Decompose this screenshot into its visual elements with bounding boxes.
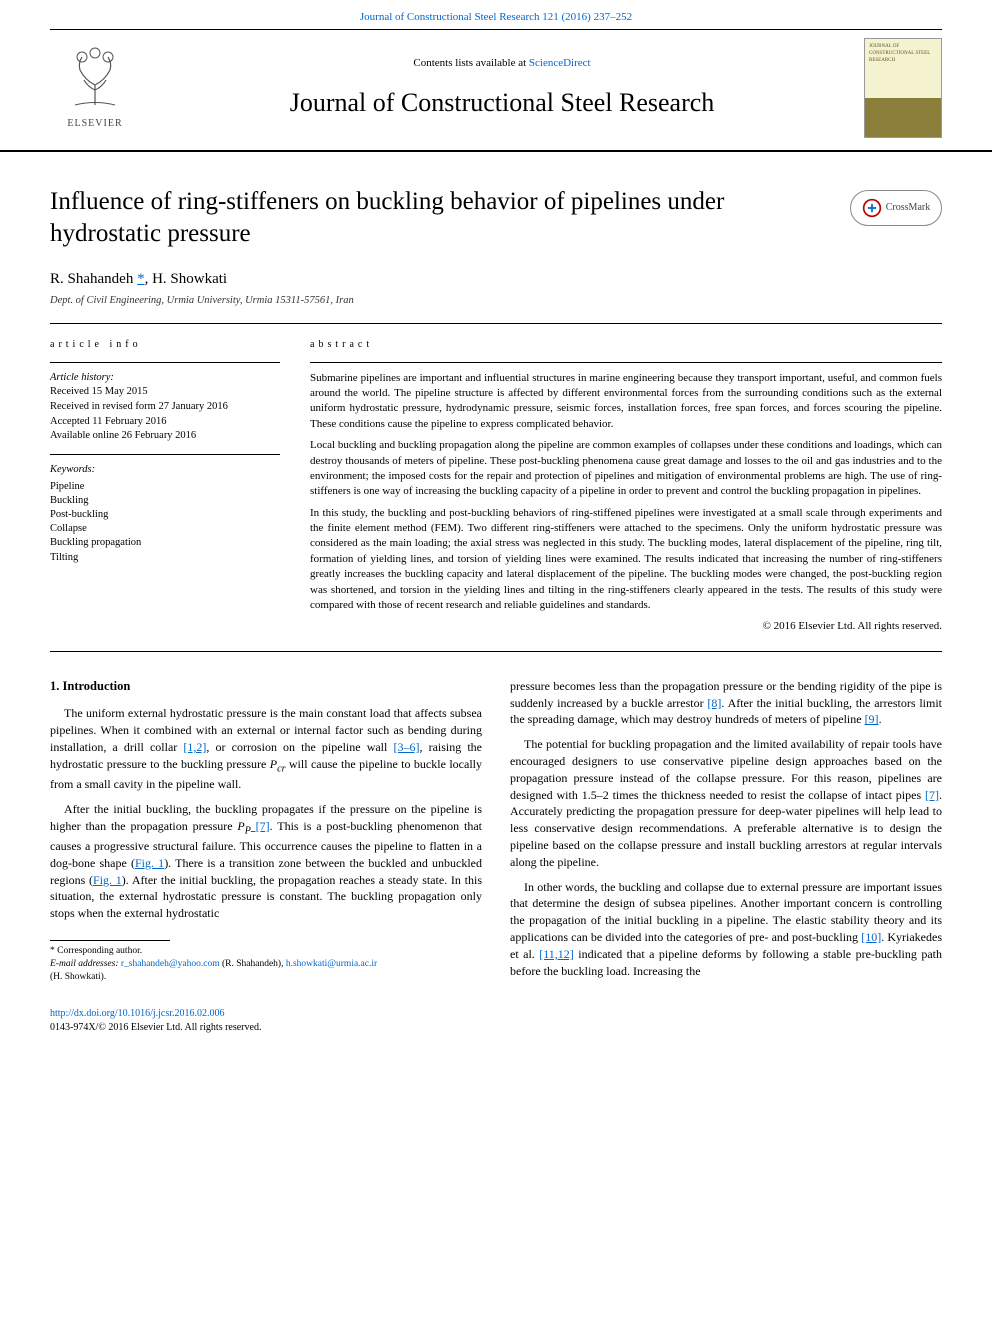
ref-link[interactable]: [1,2] [183, 740, 206, 754]
info-abstract-row: article info Article history: Received 1… [50, 324, 942, 652]
authors: R. Shahandeh *, H. Showkati [0, 259, 992, 294]
abstract-copyright: © 2016 Elsevier Ltd. All rights reserved… [310, 619, 942, 634]
intro-p1-cont: pressure becomes less than the propagati… [510, 678, 942, 728]
intro-p4: In other words, the buckling and collaps… [510, 879, 942, 980]
footnote-rule [50, 940, 170, 941]
var-pp: PP [237, 819, 250, 833]
keyword: Buckling propagation [50, 536, 280, 550]
footnotes: * Corresponding author. E-mail addresses… [50, 945, 482, 983]
crossmark-badge[interactable]: CrossMark [850, 190, 942, 226]
crossmark-label: CrossMark [886, 201, 930, 215]
body-right-column: pressure becomes less than the propagati… [510, 678, 942, 988]
section-heading: 1. Introduction [50, 678, 482, 696]
history-online: Available online 26 February 2016 [50, 429, 280, 444]
sciencedirect-link[interactable]: ScienceDirect [529, 57, 591, 69]
doi-block: http://dx.doi.org/10.1016/j.jcsr.2016.02… [50, 1007, 942, 1035]
masthead: ELSEVIER Contents lists available at Sci… [0, 30, 992, 152]
affiliation: Dept. of Civil Engineering, Urmia Univer… [0, 294, 992, 309]
abstract-column: abstract Submarine pipelines are importa… [310, 338, 942, 641]
abstract-p2: Local buckling and buckling propagation … [310, 438, 942, 500]
journal-name: Journal of Constructional Steel Research [140, 85, 864, 121]
body-columns: 1. Introduction The uniform external hyd… [50, 652, 942, 988]
ref-link[interactable]: [11,12] [539, 947, 574, 961]
keyword: Pipeline [50, 480, 280, 494]
history-label: Article history: [50, 371, 280, 386]
keyword: Post-buckling [50, 508, 280, 522]
author-list: R. Shahandeh *, H. Showkati [50, 271, 227, 287]
body-left-column: 1. Introduction The uniform external hyd… [50, 678, 482, 988]
keywords-label: Keywords: [50, 463, 280, 478]
article-info-column: article info Article history: Received 1… [50, 338, 280, 641]
email-link[interactable]: h.showkati@urmia.ac.ir [286, 959, 377, 969]
keyword: Buckling [50, 494, 280, 508]
article-header: Influence of ring-stiffeners on buckling… [0, 152, 992, 259]
intro-p3: The potential for buckling propagation a… [510, 736, 942, 870]
ref-link[interactable]: [9] [865, 712, 879, 726]
keywords-block: Keywords: Pipeline Buckling Post-bucklin… [50, 454, 280, 565]
cover-title: JOURNAL OF CONSTRUCTIONAL STEEL RESEARCH [869, 43, 937, 95]
history-accepted: Accepted 11 February 2016 [50, 415, 280, 430]
history-revised: Received in revised form 27 January 2016 [50, 400, 280, 415]
crossmark-icon [862, 198, 882, 218]
fig-link[interactable]: Fig. 1 [93, 873, 122, 887]
contents-line: Contents lists available at ScienceDirec… [140, 56, 864, 71]
contents-text: Contents lists available at [413, 57, 528, 69]
fig-link[interactable]: Fig. 1 [135, 856, 164, 870]
doi-link[interactable]: http://dx.doi.org/10.1016/j.jcsr.2016.02… [50, 1008, 225, 1019]
journal-cover-thumbnail: JOURNAL OF CONSTRUCTIONAL STEEL RESEARCH [864, 38, 942, 138]
ref-link[interactable]: [10] [861, 930, 881, 944]
corresponding-note: * Corresponding author. [50, 945, 482, 958]
issn-copyright: 0143-974X/© 2016 Elsevier Ltd. All right… [50, 1022, 261, 1033]
abstract-heading: abstract [310, 338, 942, 352]
ref-link[interactable]: [8] [707, 696, 721, 710]
running-head-link[interactable]: Journal of Constructional Steel Research… [360, 11, 632, 23]
email-note: E-mail addresses: r_shahandeh@yahoo.com … [50, 958, 482, 984]
elsevier-wordmark: ELSEVIER [67, 117, 122, 131]
intro-p1: The uniform external hydrostatic pressur… [50, 705, 482, 793]
var-pcr: Pcr [270, 757, 286, 771]
abstract-p1: Submarine pipelines are important and in… [310, 371, 942, 433]
email-link[interactable]: r_shahandeh@yahoo.com [121, 959, 220, 969]
article-title: Influence of ring-stiffeners on buckling… [50, 186, 810, 249]
ref-link[interactable]: [7] [251, 819, 270, 833]
cover-bottom [869, 96, 937, 134]
keyword: Tilting [50, 551, 280, 565]
ref-link[interactable]: [3–6] [393, 740, 419, 754]
elsevier-tree-icon [60, 45, 130, 115]
corresponding-asterisk[interactable]: * [137, 271, 145, 287]
keyword: Collapse [50, 522, 280, 536]
history-received: Received 15 May 2015 [50, 385, 280, 400]
article-info-heading: article info [50, 338, 280, 352]
elsevier-logo: ELSEVIER [50, 38, 140, 138]
masthead-center: Contents lists available at ScienceDirec… [140, 56, 864, 122]
keywords-list: Pipeline Buckling Post-buckling Collapse… [50, 480, 280, 565]
running-head: Journal of Constructional Steel Research… [0, 0, 992, 29]
article-history: Article history: Received 15 May 2015 Re… [50, 362, 280, 444]
intro-p2: After the initial buckling, the buckling… [50, 801, 482, 922]
ref-link[interactable]: [7] [925, 788, 939, 802]
abstract-p3: In this study, the buckling and post-buc… [310, 506, 942, 614]
